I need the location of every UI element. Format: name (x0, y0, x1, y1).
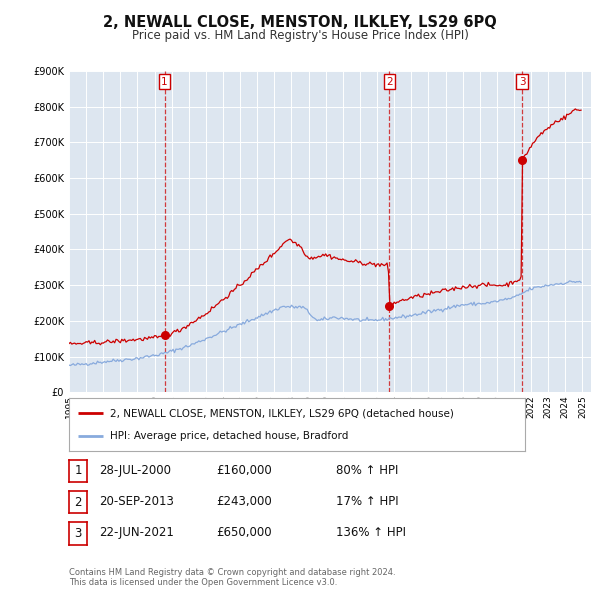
Text: 2: 2 (74, 496, 82, 509)
Text: 17% ↑ HPI: 17% ↑ HPI (336, 495, 398, 508)
Text: 22-JUN-2021: 22-JUN-2021 (99, 526, 174, 539)
Text: 28-JUL-2000: 28-JUL-2000 (99, 464, 171, 477)
Text: 20-SEP-2013: 20-SEP-2013 (99, 495, 174, 508)
Text: 136% ↑ HPI: 136% ↑ HPI (336, 526, 406, 539)
Text: 3: 3 (519, 77, 526, 87)
Text: 1: 1 (74, 464, 82, 477)
Text: 1: 1 (161, 77, 168, 87)
Text: 80% ↑ HPI: 80% ↑ HPI (336, 464, 398, 477)
Text: HPI: Average price, detached house, Bradford: HPI: Average price, detached house, Brad… (110, 431, 349, 441)
Text: Contains HM Land Registry data © Crown copyright and database right 2024.
This d: Contains HM Land Registry data © Crown c… (69, 568, 395, 587)
Text: £160,000: £160,000 (216, 464, 272, 477)
Text: £243,000: £243,000 (216, 495, 272, 508)
Text: £650,000: £650,000 (216, 526, 272, 539)
Text: 2, NEWALL CLOSE, MENSTON, ILKLEY, LS29 6PQ: 2, NEWALL CLOSE, MENSTON, ILKLEY, LS29 6… (103, 15, 497, 30)
Text: 3: 3 (74, 527, 82, 540)
Text: Price paid vs. HM Land Registry's House Price Index (HPI): Price paid vs. HM Land Registry's House … (131, 30, 469, 42)
Text: 2, NEWALL CLOSE, MENSTON, ILKLEY, LS29 6PQ (detached house): 2, NEWALL CLOSE, MENSTON, ILKLEY, LS29 6… (110, 408, 454, 418)
Text: 2: 2 (386, 77, 393, 87)
